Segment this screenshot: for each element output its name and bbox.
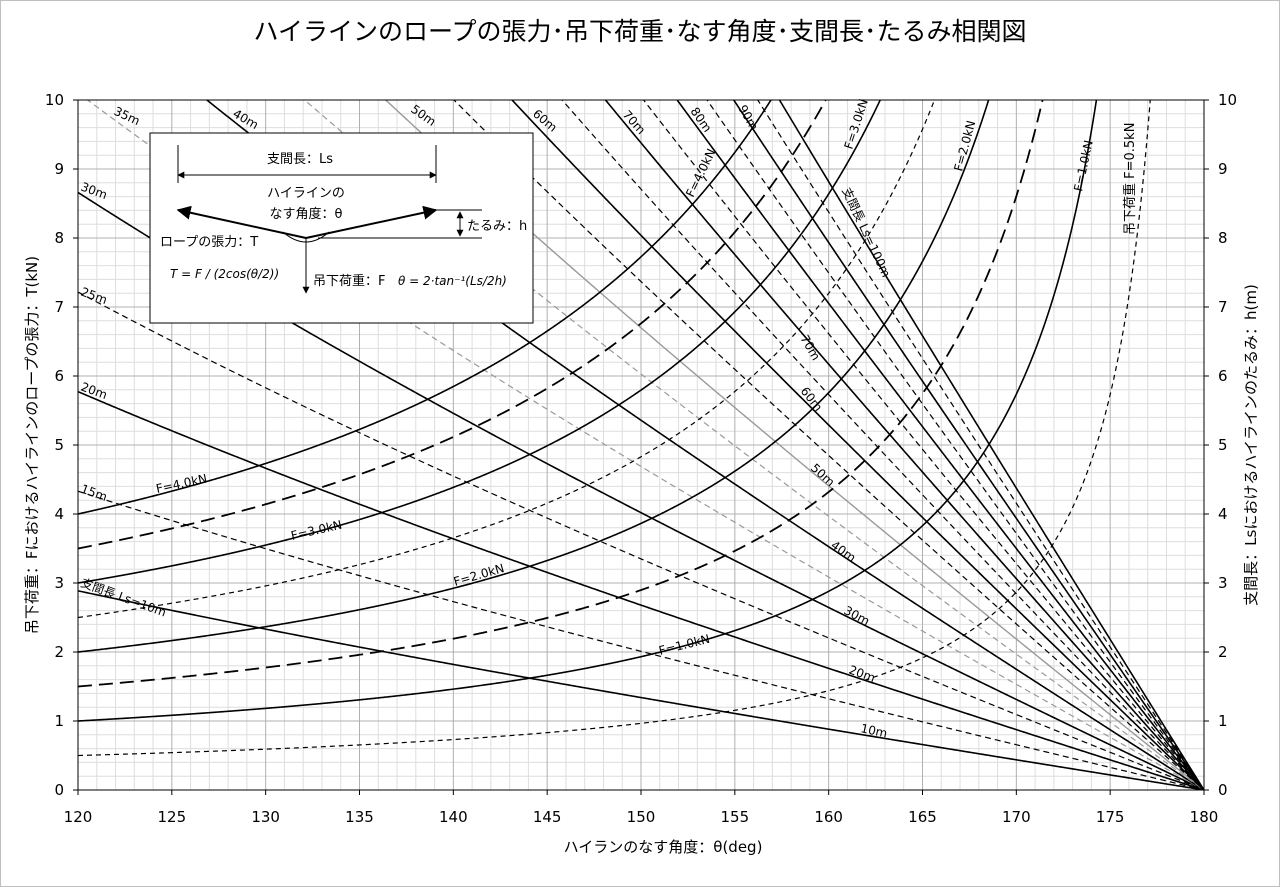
x-tick-label: 175 — [1096, 808, 1125, 826]
formula-tension: T = F / (2cos(θ/2)) — [170, 267, 279, 281]
sag-line-100m — [778, 100, 1204, 790]
y-tick-label-left: 1 — [54, 712, 64, 730]
inset-tension-label: ロープの張力：T — [160, 235, 258, 250]
y-axis-right-label: 支間長：Lsにおけるハイラインのたるみ：h(m) — [1242, 284, 1260, 606]
sag-line-55m — [453, 100, 1204, 790]
sag-line-65m — [561, 100, 1204, 790]
x-tick-label: 120 — [64, 808, 93, 826]
y-axis-left-ticks: 0 1 2 3 4 5 6 7 8 9 10 — [45, 91, 78, 799]
x-tick-label: 160 — [814, 808, 843, 826]
x-tick-label: 180 — [1190, 808, 1219, 826]
formula-inset: 支間長：Ls ハイラインの なす角度：θ たるみ：h ロープの張力：T 吊下荷重… — [149, 132, 534, 324]
y-axis-right-ticks: 0 1 2 3 4 5 6 7 8 9 10 — [1204, 91, 1237, 799]
y-tick-label-left: 10 — [45, 91, 64, 109]
tension-label-0.5: 吊下荷重 F=0.5kN — [1122, 123, 1138, 235]
x-tick-label: 135 — [345, 808, 374, 826]
sag-line-70m — [604, 100, 1204, 790]
tension-curves — [78, 100, 1151, 757]
y-tick-label-left: 5 — [54, 436, 64, 454]
y-tick-label-left: 8 — [54, 229, 64, 247]
y-tick-label-left: 9 — [54, 160, 64, 178]
y-tick-label-right: 4 — [1218, 505, 1228, 523]
y-tick-label-right: 9 — [1218, 160, 1228, 178]
y-tick-label-left: 6 — [54, 367, 64, 385]
x-tick-label: 165 — [908, 808, 937, 826]
sag-line-20m — [78, 390, 1204, 790]
inset-span-label: 支間長：Ls — [267, 152, 333, 167]
x-tick-label: 170 — [1002, 808, 1031, 826]
sag-line-15m — [78, 490, 1204, 790]
tension-line-2.5kN — [78, 100, 936, 619]
y-axis-left-label: 吊下荷重：Fにおけるハイラインのロープの張力：T(kN) — [23, 256, 41, 634]
y-tick-label-left: 0 — [54, 781, 64, 799]
y-tick-label-left: 2 — [54, 643, 64, 661]
tension-line-1.5kN — [78, 100, 1044, 688]
sag-curves — [78, 100, 1204, 790]
tension-line-0.5kN — [78, 100, 1151, 757]
y-tick-label-right: 8 — [1218, 229, 1228, 247]
tension-line-3kN — [78, 100, 882, 584]
sag-line-10m — [78, 590, 1204, 790]
x-tick-label: 150 — [627, 808, 656, 826]
x-axis-ticks: 120 125 130 135 140 145 150 155 160 165 170 175 180 — [64, 790, 1219, 826]
sag-line-25m — [78, 291, 1204, 790]
sag-line-45m — [303, 100, 1204, 790]
y-tick-label-right: 5 — [1218, 436, 1228, 454]
tension-line-3.5kN — [78, 100, 827, 550]
sag-line-60m — [510, 100, 1204, 790]
x-tick-label: 140 — [439, 808, 468, 826]
x-tick-label: 125 — [158, 808, 187, 826]
x-axis-label: ハイランのなす角度：θ(deg) — [564, 838, 763, 856]
sag-line-50m — [384, 100, 1204, 790]
y-tick-label-right: 10 — [1218, 91, 1237, 109]
y-tick-label-right: 7 — [1218, 298, 1228, 316]
sag-line-95m — [757, 100, 1204, 790]
sag-label-end-10: 10m — [859, 721, 888, 740]
inset-angle-label: ハイラインの — [267, 186, 345, 201]
y-tick-label-left: 3 — [54, 574, 64, 592]
sag-line-80m — [676, 100, 1204, 790]
sag-line-90m — [732, 100, 1204, 790]
x-tick-label: 155 — [721, 808, 750, 826]
tension-line-2kN — [78, 100, 990, 653]
y-tick-label-right: 3 — [1218, 574, 1228, 592]
y-tick-label-right: 1 — [1218, 712, 1228, 730]
y-tick-label-right: 6 — [1218, 367, 1228, 385]
x-tick-label: 130 — [251, 808, 280, 826]
chart-title: ハイラインのロープの張力･吊下荷重･なす角度･支間長･たるみ相関図 — [253, 17, 1026, 46]
y-tick-label-right: 0 — [1218, 781, 1228, 799]
formula-angle: θ = 2·tan⁻¹(Ls/2h) — [398, 274, 507, 288]
inset-angle-label-2: なす角度：θ — [270, 206, 343, 222]
y-tick-label-right: 2 — [1218, 643, 1228, 661]
y-tick-label-left: 4 — [54, 505, 64, 523]
tension-line-1kN — [78, 100, 1098, 722]
x-tick-label: 145 — [533, 808, 562, 826]
y-tick-label-left: 7 — [54, 298, 64, 316]
tension-line-4kN — [78, 100, 772, 515]
inset-load-label: 吊下荷重：F — [313, 273, 385, 289]
inset-sag-label: たるみ：h — [467, 219, 527, 234]
